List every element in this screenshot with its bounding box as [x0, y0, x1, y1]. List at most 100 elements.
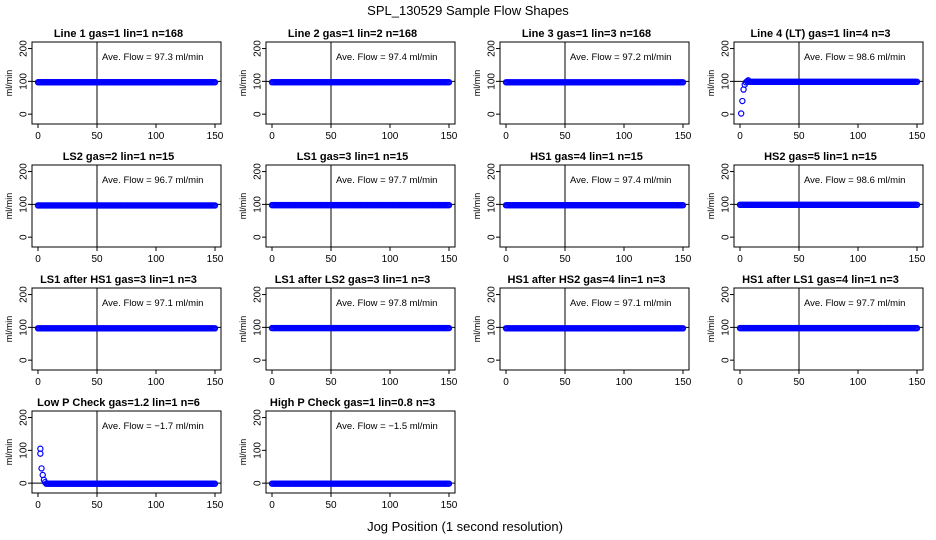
y-tick-label: 100 — [19, 319, 30, 336]
x-tick-label: 0 — [35, 377, 41, 388]
x-tick-label: 150 — [675, 254, 692, 265]
y-axis-label: ml/min — [4, 70, 14, 97]
y-tick-label: 200 — [487, 163, 498, 180]
panel-title: LS1 after HS1 gas=3 lin=1 n=3 — [40, 274, 197, 286]
x-tick-label: 100 — [850, 131, 867, 142]
x-tick-label: 150 — [675, 377, 692, 388]
data-point — [445, 480, 453, 487]
y-tick-label: 0 — [19, 357, 30, 363]
plot-frame — [733, 41, 924, 125]
panel-title: LS1 gas=3 lin=1 n=15 — [297, 151, 409, 163]
panel-6: LS1 gas=3 lin=1 n=15 ml/min 0 50 100 150 0 100 2… — [238, 151, 458, 265]
ave-flow-annotation: Ave. Flow = 97.7 ml/min — [336, 175, 437, 186]
ave-flow-annotation: Ave. Flow = 98.6 ml/min — [804, 52, 905, 63]
panel-title: HS2 gas=5 lin=1 n=15 — [764, 151, 877, 163]
y-axis-label: ml/min — [4, 439, 14, 466]
panel-title: Line 3 gas=1 lin=3 n=168 — [522, 28, 651, 40]
data-point — [445, 324, 453, 332]
x-tick-label: 100 — [850, 254, 867, 265]
data-point — [38, 465, 45, 472]
plot-frame — [265, 410, 456, 494]
panel-title: Line 2 gas=1 lin=2 n=168 — [288, 28, 417, 40]
ave-flow-annotation: Ave. Flow = 97.4 ml/min — [570, 175, 671, 186]
data-point — [445, 79, 453, 86]
plot-frame — [31, 410, 222, 494]
x-tick-label: 150 — [207, 500, 224, 511]
y-tick-label: 0 — [253, 357, 264, 363]
y-tick-label: 200 — [721, 286, 732, 303]
y-tick-label: 0 — [253, 234, 264, 240]
y-tick-label: 100 — [19, 73, 30, 90]
y-tick-label: 0 — [487, 357, 498, 363]
y-tick-label: 200 — [253, 40, 264, 57]
y-tick-label: 0 — [721, 111, 732, 117]
data-point — [211, 79, 219, 86]
y-tick-label: 0 — [487, 111, 498, 117]
y-tick-label: 0 — [721, 357, 732, 363]
data-point — [679, 79, 687, 86]
y-tick-label: 200 — [487, 286, 498, 303]
y-axis-label: ml/min — [472, 70, 482, 97]
y-tick-label: 0 — [253, 111, 264, 117]
x-tick-label: 0 — [269, 254, 275, 265]
y-axis-label: ml/min — [472, 193, 482, 220]
x-tick-label: 50 — [325, 500, 337, 511]
y-tick-label: 200 — [721, 163, 732, 180]
x-tick-label: 100 — [616, 131, 633, 142]
x-tick-label: 150 — [441, 500, 458, 511]
x-tick-label: 0 — [35, 500, 41, 511]
y-axis-label: ml/min — [238, 316, 248, 343]
x-tick-label: 50 — [793, 131, 805, 142]
x-tick-label: 50 — [559, 131, 571, 142]
panel-1: Line 1 gas=1 lin=1 n=168 ml/min 0 50 100 150 0… — [4, 28, 224, 142]
y-tick-label: 0 — [487, 234, 498, 240]
y-tick-label: 200 — [253, 163, 264, 180]
ave-flow-annotation: Ave. Flow = −1.5 ml/min — [336, 421, 438, 432]
y-tick-label: 100 — [253, 73, 264, 90]
x-tick-label: 150 — [441, 254, 458, 265]
panel-title: HS1 gas=4 lin=1 n=15 — [530, 151, 643, 163]
plot-frame — [733, 287, 924, 371]
x-tick-label: 0 — [503, 254, 509, 265]
y-axis-label: ml/min — [4, 193, 14, 220]
x-tick-label: 50 — [91, 131, 103, 142]
ave-flow-annotation: Ave. Flow = 97.4 ml/min — [336, 52, 437, 63]
y-tick-label: 100 — [721, 319, 732, 336]
y-tick-label: 200 — [253, 286, 264, 303]
plot-frame — [265, 41, 456, 125]
x-tick-label: 100 — [148, 131, 165, 142]
x-tick-label: 0 — [35, 131, 41, 142]
figure-title: SPL_130529 Sample Flow Shapes — [367, 3, 569, 18]
y-tick-label: 100 — [253, 442, 264, 459]
x-tick-label: 50 — [793, 377, 805, 388]
x-tick-label: 100 — [148, 377, 165, 388]
panel-title: Low P Check gas=1.2 lin=1 n=6 — [37, 397, 200, 409]
panel-title: LS2 gas=2 lin=1 n=15 — [63, 151, 175, 163]
panel-title: Line 4 (LT) gas=1 lin=4 n=3 — [750, 28, 890, 40]
panel-title: LS1 after LS2 gas=3 lin=1 n=3 — [275, 274, 431, 286]
y-tick-label: 100 — [487, 73, 498, 90]
data-point — [913, 201, 921, 209]
plot-frame — [499, 287, 690, 371]
y-axis-label: ml/min — [706, 70, 716, 97]
data-point — [737, 110, 745, 117]
x-tick-label: 0 — [503, 131, 509, 142]
plot-frame — [265, 164, 456, 248]
panel-8: HS2 gas=5 lin=1 n=15 ml/min 0 50 100 150 0 100 2… — [706, 151, 926, 265]
x-tick-label: 50 — [559, 254, 571, 265]
x-tick-label: 100 — [382, 500, 399, 511]
ave-flow-annotation: Ave. Flow = 97.1 ml/min — [102, 298, 203, 309]
panels-grid: Line 1 gas=1 lin=1 n=168 ml/min 0 50 100 150 0… — [4, 28, 926, 511]
y-tick-label: 0 — [19, 111, 30, 117]
x-tick-label: 100 — [616, 254, 633, 265]
data-point — [679, 202, 687, 209]
data-point — [913, 78, 921, 86]
ave-flow-annotation: Ave. Flow = 97.1 ml/min — [570, 298, 671, 309]
y-axis-label: ml/min — [472, 316, 482, 343]
y-tick-label: 200 — [19, 286, 30, 303]
panel-title: HS1 after HS2 gas=4 lin=1 n=3 — [507, 274, 665, 286]
ave-flow-annotation: Ave. Flow = 98.6 ml/min — [804, 175, 905, 186]
panel-7: HS1 gas=4 lin=1 n=15 ml/min 0 50 100 150 0 100 2… — [472, 151, 692, 265]
data-point — [445, 201, 453, 209]
panel-11: HS1 after HS2 gas=4 lin=1 n=3 ml/min 0 50 10… — [472, 274, 692, 388]
